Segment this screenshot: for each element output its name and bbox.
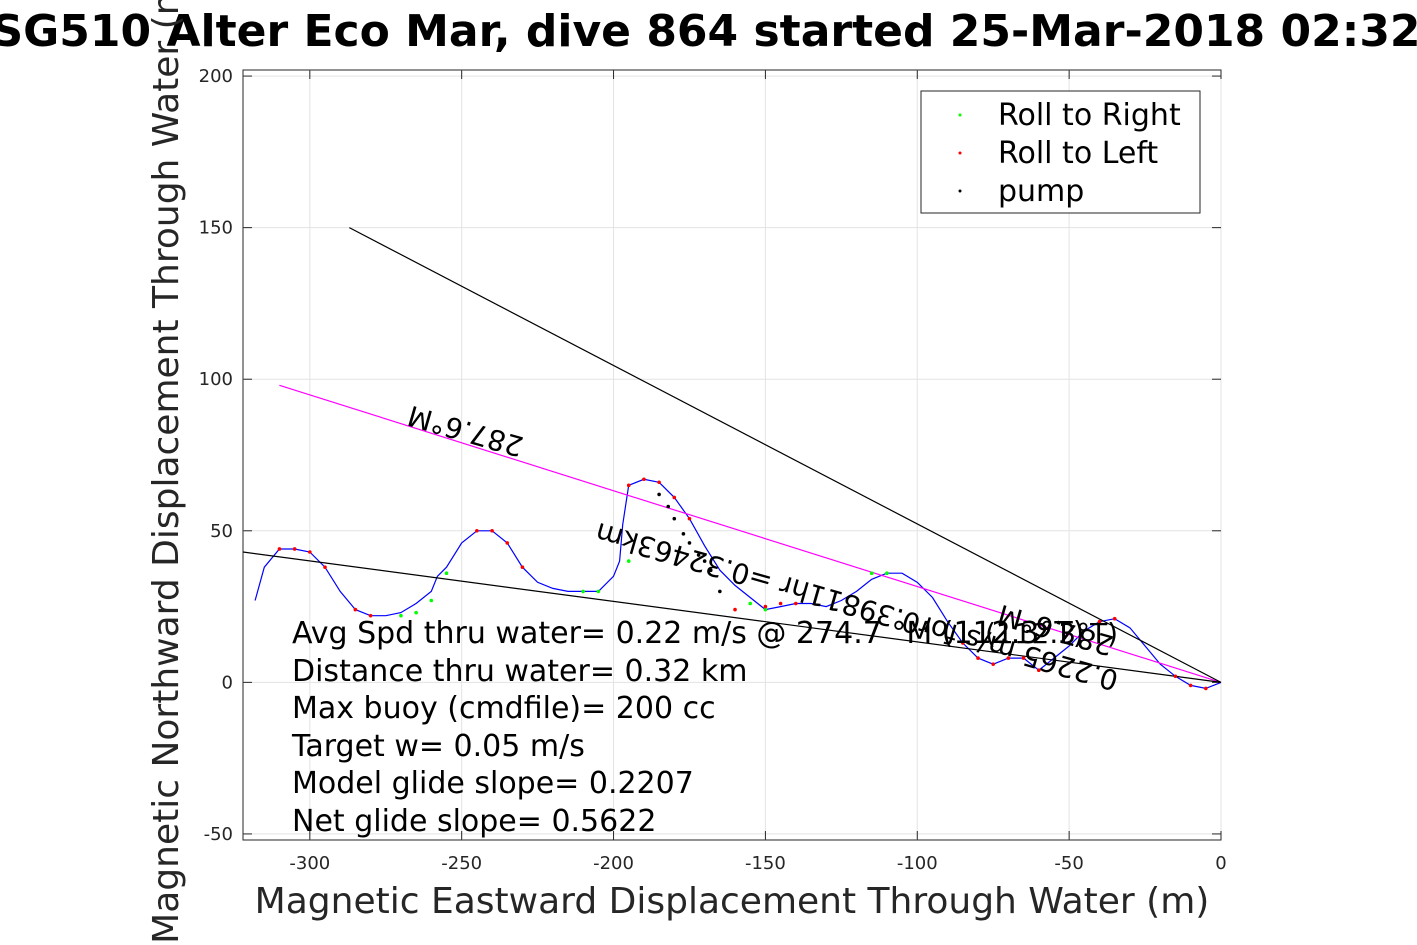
x-tick-label: 0 xyxy=(1215,853,1226,874)
roll-left-point xyxy=(308,550,312,554)
chart-title: SG510 Alter Eco Mar, dive 864 started 25… xyxy=(0,6,1417,57)
y-axis-label: Magnetic Northward Displacement Through … xyxy=(146,0,187,944)
stats-target-w: Target w= 0.05 m/s xyxy=(291,729,585,764)
pump-point xyxy=(718,589,722,594)
legend-marker-roll-right xyxy=(958,113,962,117)
pump-point xyxy=(687,541,692,545)
y-tick-label: 100 xyxy=(199,369,233,390)
series-line-1 xyxy=(279,384,1222,683)
stats-block: Avg Spd thru water= 0.22 m/s @ 274.7 °M … xyxy=(291,616,1084,839)
pump-point xyxy=(681,532,686,536)
roll-left-point xyxy=(1188,683,1193,688)
x-axis-label: Magnetic Eastward Displacement Through W… xyxy=(255,881,1210,922)
pump-point xyxy=(657,492,661,497)
stats-avg-speed: Avg Spd thru water= 0.22 m/s @ 274.7 °M … xyxy=(292,616,1084,651)
series-layer xyxy=(242,227,1222,690)
roll-right-point xyxy=(596,589,601,594)
roll-right-point xyxy=(414,610,418,615)
pump-point xyxy=(672,516,677,521)
ticks: -300 -250 -200 -150 -100 -50 0 -50 0 50 100 150 200 xyxy=(199,66,1227,874)
stats-distance: Distance thru water= 0.32 km xyxy=(292,654,747,689)
x-tick-label: -250 xyxy=(441,853,482,874)
roll-left-point xyxy=(1112,616,1117,621)
roll-left-point xyxy=(323,565,327,569)
pump-point xyxy=(708,568,713,572)
roll-left-point xyxy=(1006,656,1011,660)
roll-right-point xyxy=(626,559,631,563)
roll-left-point xyxy=(763,604,768,609)
roll-left-point xyxy=(1036,668,1041,673)
legend-box xyxy=(920,90,1201,214)
roll-left-point xyxy=(733,607,737,612)
roll-left-point xyxy=(475,528,479,533)
roll-left-point xyxy=(1173,674,1178,679)
roll-left-point xyxy=(292,547,297,551)
roll-right-point xyxy=(763,607,768,612)
stats-net-glide: Net glide slope= 0.5622 xyxy=(292,804,656,839)
legend-label-roll-right: Roll to Right xyxy=(998,98,1181,133)
roll-left-point xyxy=(778,601,783,606)
x-tick-label: -100 xyxy=(897,853,938,874)
roll-left-point xyxy=(626,483,631,488)
roll-right-point xyxy=(399,613,403,618)
roll-left-point xyxy=(490,528,494,533)
roll-right-point xyxy=(885,571,889,576)
series-line-2 xyxy=(349,227,1222,683)
x-tick-label: -200 xyxy=(593,853,634,874)
roll-left-point xyxy=(991,662,996,666)
legend: Roll to Right Roll to Left pump xyxy=(920,90,1201,214)
roll-left-point xyxy=(1204,686,1208,691)
y-tick-label: 150 xyxy=(199,218,233,239)
pump-point xyxy=(702,559,707,563)
roll-left-point xyxy=(520,565,525,569)
roll-right-point xyxy=(581,589,585,594)
legend-label-roll-left: Roll to Left xyxy=(998,136,1158,171)
legend-marker-roll-left xyxy=(958,151,962,155)
roll-left-point xyxy=(1097,619,1102,624)
roll-left-point xyxy=(687,516,692,521)
roll-left-point xyxy=(368,613,373,618)
y-tick-label: 0 xyxy=(222,672,233,693)
series-line-3 xyxy=(242,551,1222,683)
roll-right-point xyxy=(444,571,449,576)
y-tick-label: 200 xyxy=(199,66,233,87)
true-heading-label: (112.3°T) xyxy=(985,617,1118,650)
roll-left-point xyxy=(976,656,980,660)
legend-label-pump: pump xyxy=(998,174,1084,209)
markers-layer xyxy=(277,477,1208,691)
pump-point xyxy=(666,504,671,509)
roll-right-point xyxy=(429,598,434,603)
roll-right-point xyxy=(869,571,874,576)
y-tick-label: 50 xyxy=(210,521,233,542)
roll-left-point xyxy=(277,547,282,551)
roll-left-point xyxy=(353,607,358,612)
roll-left-point xyxy=(793,601,798,606)
roll-left-point xyxy=(642,477,646,482)
x-tick-label: -300 xyxy=(289,853,330,874)
roll-left-point xyxy=(672,495,677,500)
roll-left-point xyxy=(1021,656,1026,660)
stats-model-glide: Model glide slope= 0.2207 xyxy=(292,766,694,801)
roll-left-point xyxy=(505,541,510,545)
pump-point xyxy=(696,553,701,557)
roll-left-point xyxy=(961,641,965,645)
x-tick-label: -50 xyxy=(1054,853,1083,874)
y-tick-label: -50 xyxy=(204,824,233,845)
stats-max-buoy: Max buoy (cmdfile)= 200 cc xyxy=(292,691,716,726)
x-tick-label: -150 xyxy=(745,853,786,874)
legend-marker-pump xyxy=(958,189,962,193)
roll-left-point xyxy=(657,480,661,485)
roll-right-point xyxy=(748,601,753,606)
